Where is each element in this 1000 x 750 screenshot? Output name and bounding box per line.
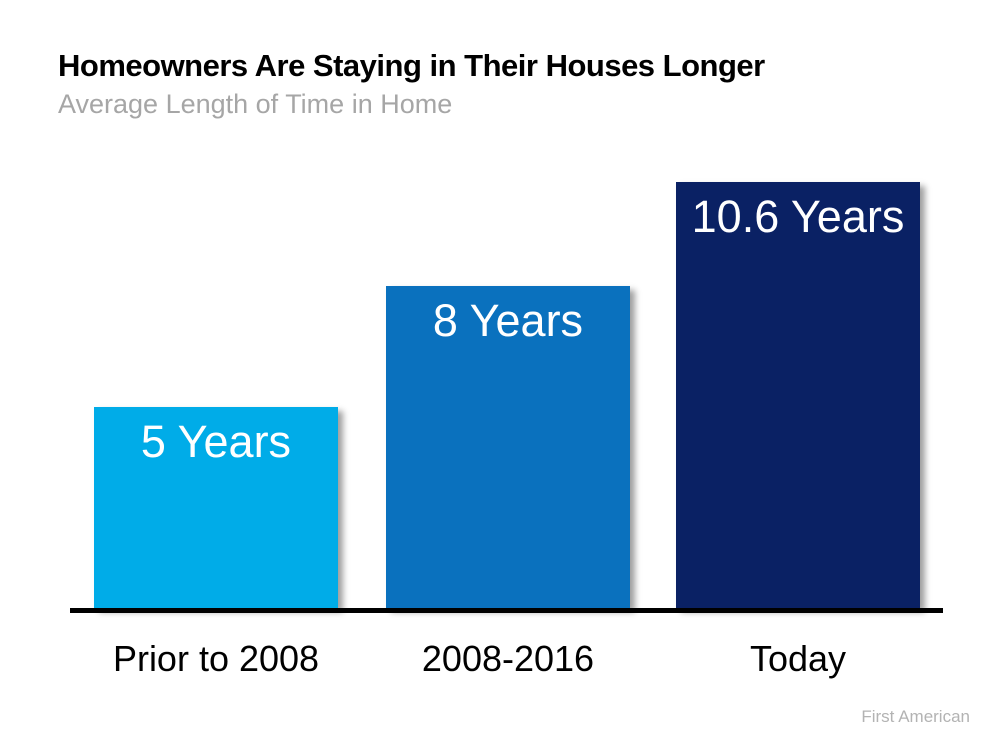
bar-2008-2016: 8 Years	[386, 286, 630, 608]
x-axis-label-today: Today	[749, 638, 847, 679]
bar-prior-to-2008: 5 Years	[94, 407, 338, 608]
source-attribution: First American	[861, 707, 970, 726]
x-axis-label-prior-to-2008: Prior to 2008	[112, 638, 320, 679]
bar-value-label: 10.6 Years	[691, 191, 905, 242]
chart-subtitle: Average Length of Time in Home	[58, 89, 453, 119]
bar-value-label: 8 Years	[432, 295, 584, 346]
bar-value-label: 5 Years	[140, 416, 292, 467]
x-axis-line	[70, 608, 943, 613]
x-axis-label-2008-2016: 2008-2016	[421, 638, 595, 679]
bar-today: 10.6 Years	[676, 182, 920, 608]
chart-title: Homeowners Are Staying in Their Houses L…	[58, 48, 765, 83]
